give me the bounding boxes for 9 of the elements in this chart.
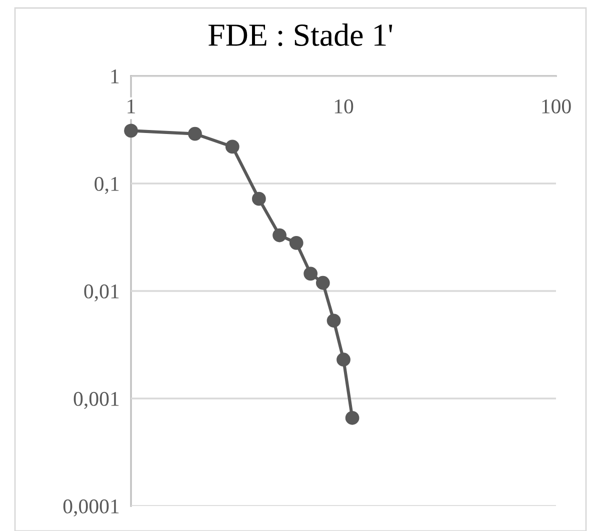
y-tick-label: 0,0001 [63,499,119,516]
chart-title: FDE : Stade 1' [208,24,392,46]
x-tick-label: 1 [128,99,135,114]
y-tick-label: 0,1 [94,176,119,194]
x-tick-label: 10 [334,99,354,114]
y-tick-label: 1 [111,69,119,84]
x-tick-label: 100 [542,99,571,114]
y-tick-label: 0,001 [74,392,119,409]
y-tick-label: 0,01 [84,284,119,302]
